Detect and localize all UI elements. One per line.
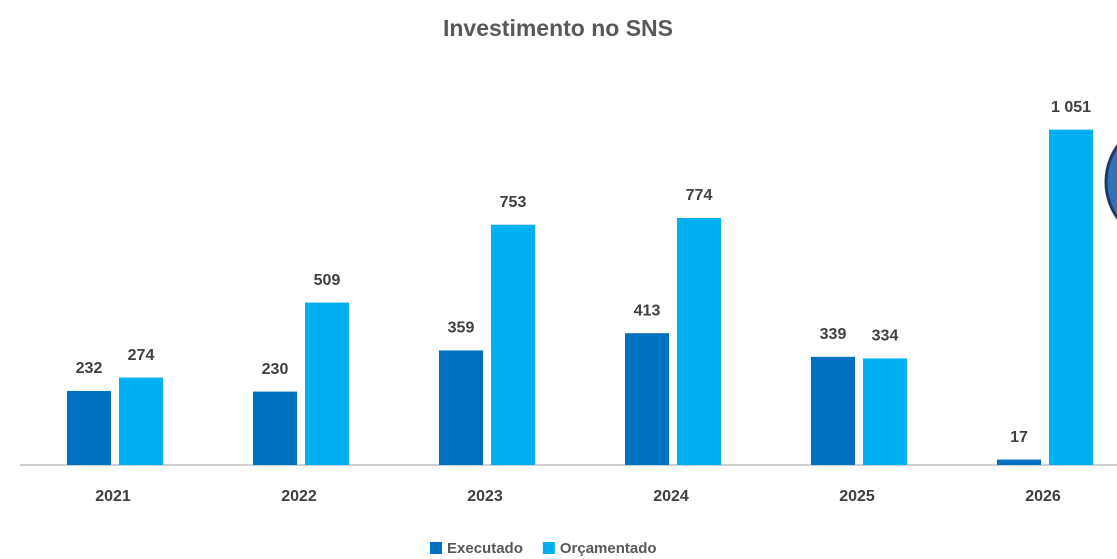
- x-tick-label: 2022: [281, 488, 317, 505]
- data-label: 774: [686, 187, 713, 204]
- data-label: 1 051: [1051, 99, 1091, 116]
- x-tick-label: 2025: [839, 488, 875, 505]
- legend-label: Executado: [447, 540, 523, 557]
- data-label: 359: [448, 320, 475, 337]
- bar: [677, 218, 721, 465]
- legend-swatch: [542, 542, 555, 554]
- x-tick-label: 2026: [1025, 488, 1061, 505]
- chart-title: Investimento no SNS: [443, 15, 673, 41]
- bar: [997, 459, 1041, 465]
- bar: [439, 350, 483, 465]
- legend-label: Orçamentado: [560, 540, 657, 557]
- decorative-circle: [1104, 144, 1117, 220]
- data-label: 334: [872, 328, 899, 345]
- data-label: 17: [1010, 429, 1028, 446]
- bar: [625, 333, 669, 465]
- bar: [863, 358, 907, 465]
- data-label: 753: [500, 194, 527, 211]
- legend-swatch: [430, 542, 442, 554]
- data-label: 413: [634, 302, 661, 319]
- x-tick-label: 2024: [653, 488, 689, 505]
- bar: [253, 391, 297, 465]
- x-tick-label: 2023: [467, 488, 503, 505]
- data-label: 339: [820, 326, 847, 343]
- bar: [811, 356, 855, 465]
- bar: [1049, 129, 1093, 466]
- data-label: 274: [128, 347, 155, 364]
- x-tick-label: 2021: [95, 488, 131, 505]
- bar: [119, 377, 163, 465]
- data-label: 230: [262, 361, 289, 378]
- bar: [67, 390, 111, 465]
- data-label: 509: [314, 272, 341, 289]
- bar: [305, 302, 349, 465]
- data-label: 232: [76, 360, 103, 377]
- bar: [491, 224, 535, 465]
